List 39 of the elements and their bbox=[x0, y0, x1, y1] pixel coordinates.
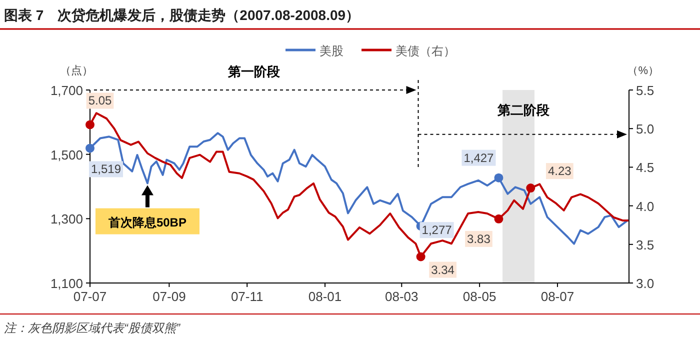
y2-tick-label: 3.0 bbox=[636, 276, 654, 291]
text: 第一阶段 bbox=[227, 64, 282, 79]
x-tick-label: 07-11 bbox=[230, 289, 264, 304]
data-label: 3.83 bbox=[467, 232, 491, 246]
x-tick-label: 07-07 bbox=[73, 289, 107, 304]
point bbox=[416, 252, 426, 262]
y-tick-label: 1,500 bbox=[50, 147, 83, 162]
y-tick-label: 1,100 bbox=[50, 276, 83, 291]
legend-label: 美债（右） bbox=[396, 44, 456, 58]
y-tick-label: 1,700 bbox=[50, 83, 83, 98]
y2-tick-label: 4.5 bbox=[636, 160, 654, 176]
y-axis-title: （点） bbox=[60, 64, 93, 77]
y2-tick-label: 5.5 bbox=[636, 83, 654, 98]
point bbox=[494, 214, 504, 224]
legend-label: 美股 bbox=[320, 44, 344, 58]
x-tick-label: 08-07 bbox=[540, 289, 574, 304]
x-tick-label: 08-05 bbox=[462, 289, 496, 304]
annotation: 第二阶段 bbox=[496, 102, 551, 118]
y2-axis-title: （%） bbox=[627, 65, 659, 77]
point bbox=[86, 120, 94, 130]
data-label: 5.05 bbox=[88, 94, 112, 108]
point bbox=[86, 144, 94, 153]
point bbox=[494, 173, 504, 182]
x-tick-label: 08-01 bbox=[308, 289, 342, 304]
y2-tick-label: 5.0 bbox=[636, 122, 654, 137]
data-label: 1,277 bbox=[422, 223, 452, 238]
data-label: 4.23 bbox=[548, 164, 572, 178]
annotation: 首次降息50BP bbox=[107, 215, 186, 230]
text: 注：灰色阴影区域代表“股债双熊” bbox=[4, 321, 181, 335]
x-tick-label: 07-09 bbox=[152, 289, 186, 304]
y2-tick-label: 4.0 bbox=[636, 198, 654, 214]
x-tick-label: 08-03 bbox=[385, 289, 418, 304]
y2-tick-label: 3.5 bbox=[636, 237, 654, 252]
data-label: 3.34 bbox=[431, 262, 455, 277]
data-label: 1,427 bbox=[464, 150, 494, 165]
chart-title: 图表 7 次贷危机爆发后，股债走势（2007.08-2008.09） bbox=[4, 7, 360, 23]
data-label: 1,519 bbox=[90, 162, 122, 176]
point bbox=[526, 184, 536, 193]
y-tick-label: 1,300 bbox=[50, 212, 83, 227]
